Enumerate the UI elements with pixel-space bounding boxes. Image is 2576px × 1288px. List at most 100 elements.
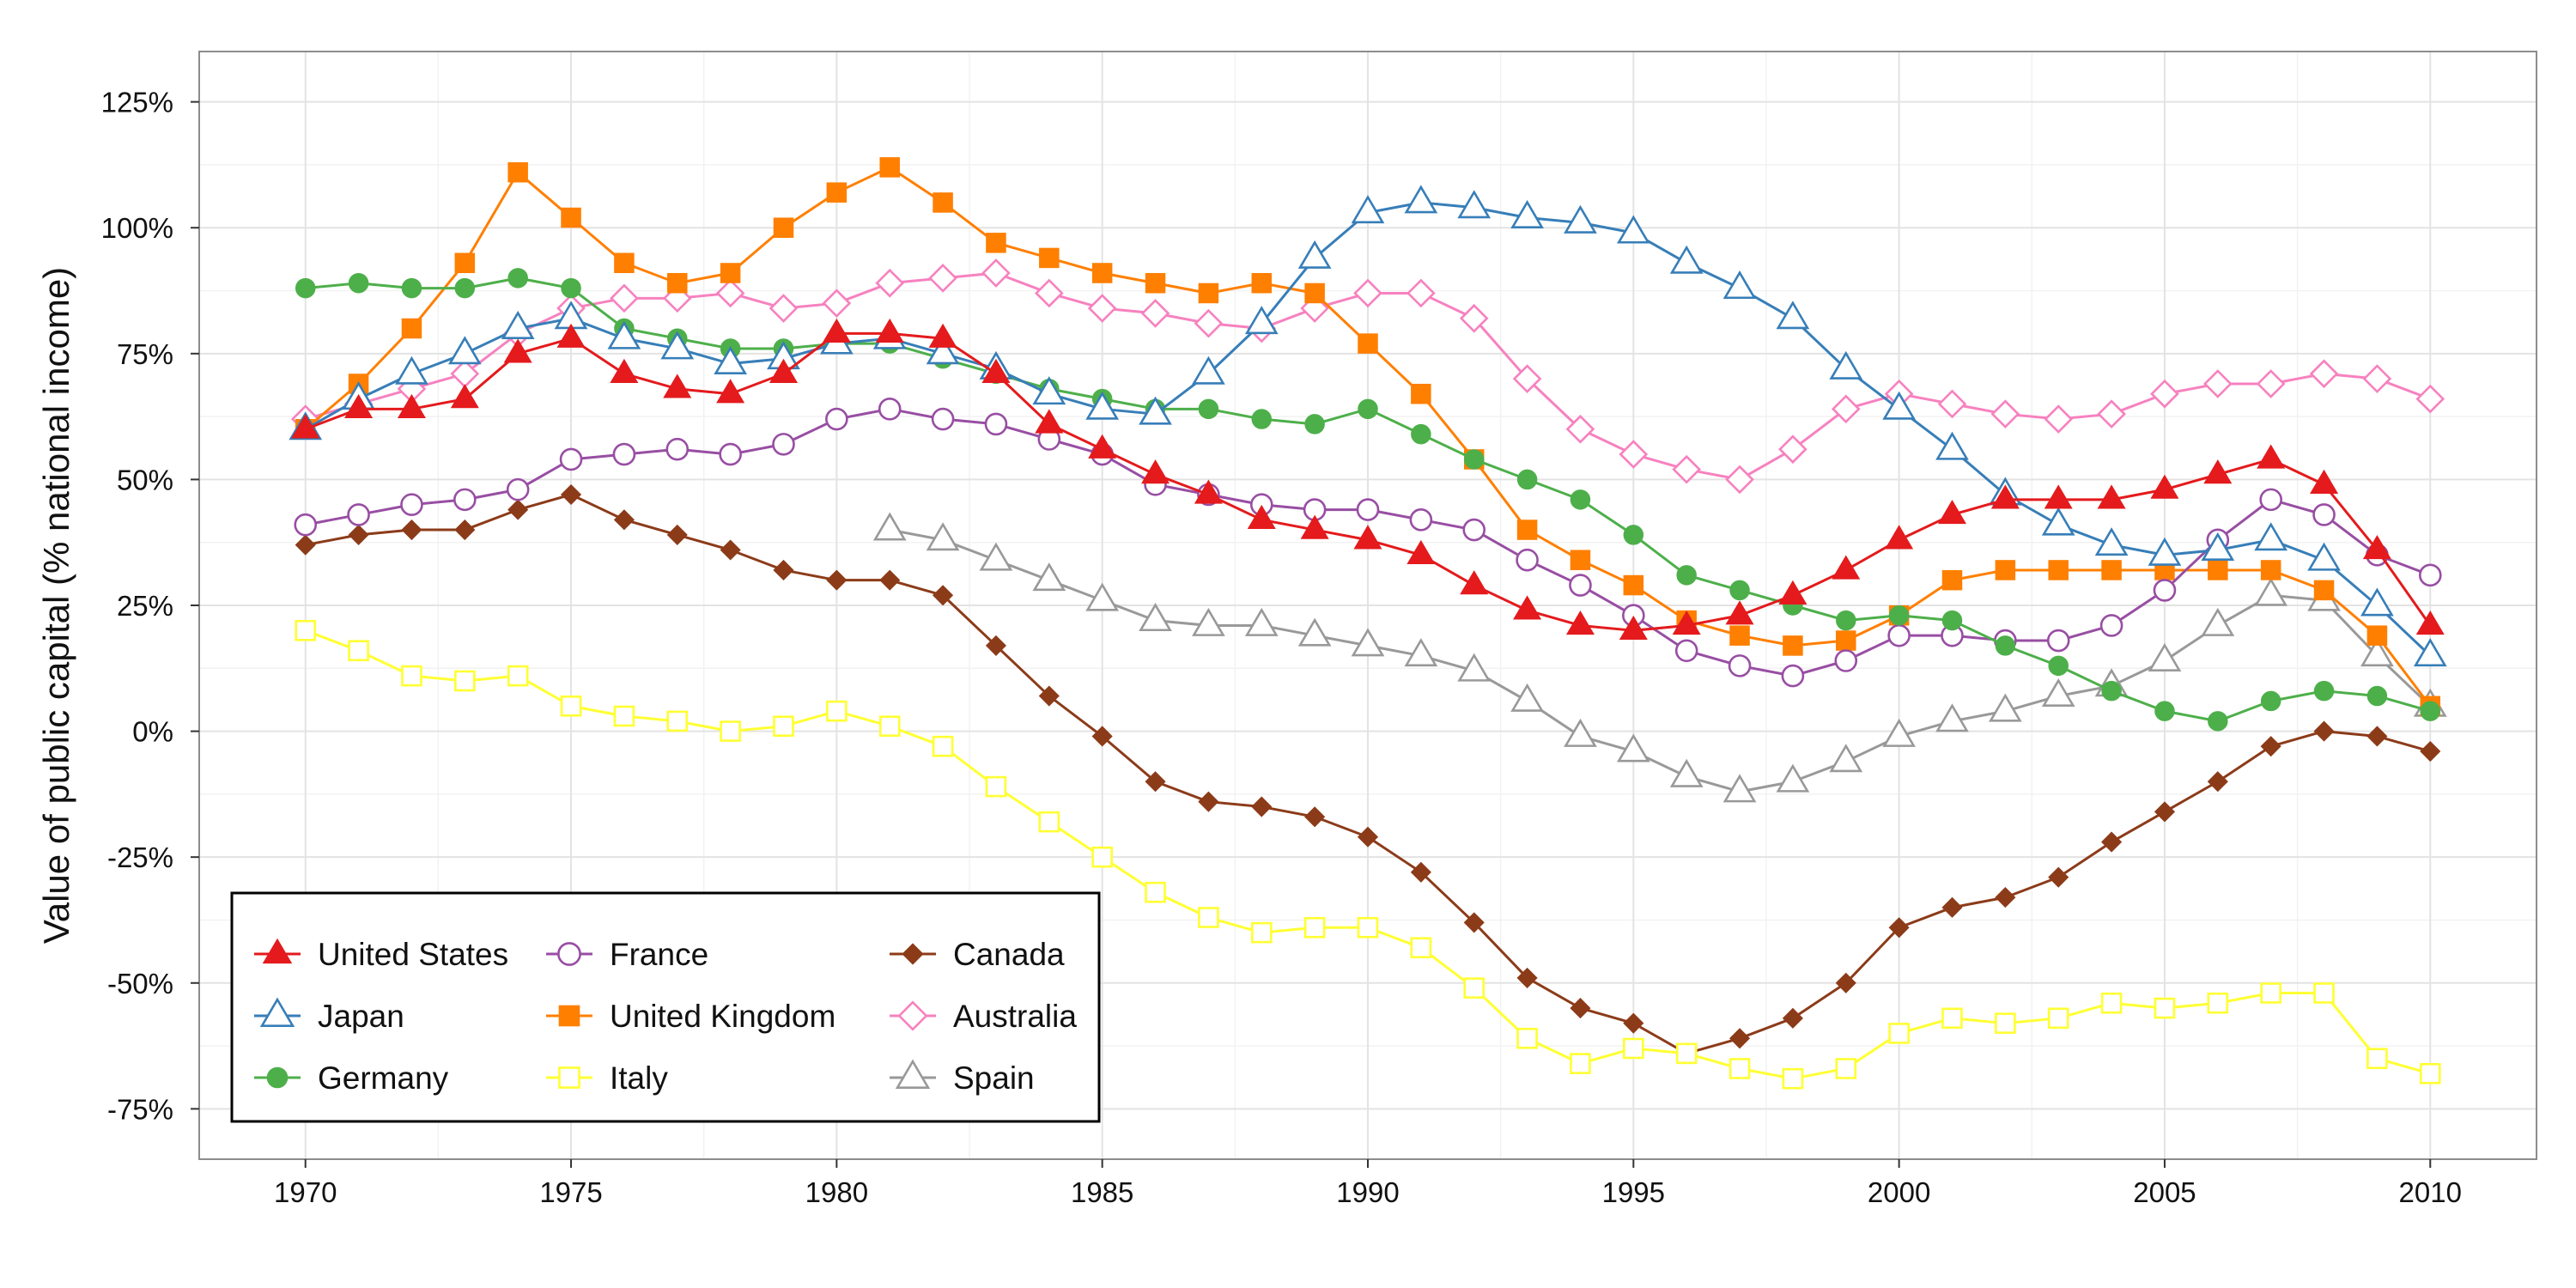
data-point-united-states: [2310, 469, 2339, 494]
data-point-japan: [1192, 355, 1225, 385]
data-point-united-kingdom: [1516, 519, 1538, 540]
data-point-france: [772, 433, 795, 456]
data-point-canada: [1888, 917, 1910, 939]
data-point-italy: [1410, 937, 1432, 959]
data-point-japan: [2413, 638, 2447, 667]
legend-box: [230, 891, 1101, 1123]
data-point-france: [719, 442, 742, 466]
data-point-japan: [1776, 301, 1810, 330]
data-point-united-kingdom: [986, 233, 1006, 253]
data-point-united-states: [981, 358, 1011, 383]
data-point-canada: [2313, 720, 2335, 742]
data-point-italy: [295, 620, 317, 641]
data-point-canada: [826, 569, 848, 591]
data-point-germany: [454, 277, 476, 299]
data-point-germany: [1198, 398, 1219, 420]
data-point-france: [984, 412, 1008, 436]
data-point-united-kingdom: [2048, 560, 2069, 580]
data-point-japan: [2148, 537, 2182, 566]
data-point-japan: [1244, 306, 1279, 335]
data-point-united-kingdom: [401, 318, 422, 339]
data-point-italy: [2154, 997, 2176, 1019]
data-point-united-kingdom: [933, 192, 953, 213]
data-point-germany: [1941, 610, 1963, 631]
data-point-united-kingdom: [773, 217, 794, 238]
data-point-italy: [1250, 921, 1273, 944]
data-point-spain: [1669, 758, 1704, 787]
legend-label-united-kingdom: United Kingdom: [610, 999, 835, 1034]
data-point-canada: [2154, 801, 2176, 823]
data-point-italy: [1516, 1027, 1538, 1049]
data-point-united-kingdom: [1729, 625, 1750, 646]
data-point-japan: [607, 320, 641, 349]
data-point-australia: [1353, 278, 1382, 308]
data-point-australia: [1512, 364, 1542, 393]
data-point-spain: [2148, 642, 2182, 671]
data-point-italy: [1728, 1058, 1751, 1079]
data-point-italy: [1835, 1058, 1857, 1079]
data-point-canada: [879, 569, 901, 591]
data-point-italy: [932, 735, 954, 757]
data-point-spain: [1882, 718, 1917, 747]
data-point-canada: [507, 499, 529, 520]
data-point-france: [1834, 649, 1858, 672]
data-point-united-states: [291, 414, 320, 439]
data-point-united-states: [2150, 474, 2179, 499]
data-point-spain: [1297, 617, 1332, 647]
data-point-united-states: [2097, 484, 2126, 509]
data-point-germany: [2260, 690, 2281, 712]
data-point-germany: [1888, 605, 1910, 626]
data-point-united-kingdom: [2101, 560, 2122, 580]
data-point-united-states: [663, 374, 692, 398]
data-point-united-kingdom: [1941, 569, 1963, 591]
data-point-spain: [1722, 774, 1757, 803]
legend-marker-australia: [897, 1000, 928, 1031]
data-point-france: [347, 503, 370, 526]
data-point-france: [1462, 518, 1486, 542]
data-point-united-states: [397, 393, 426, 418]
x-tick-label: 2000: [1868, 1176, 1930, 1208]
x-tick-label: 2005: [2133, 1176, 2196, 1208]
data-point-japan: [1935, 431, 1969, 460]
data-point-italy: [2260, 982, 2281, 1004]
x-tick-label: 1980: [805, 1176, 868, 1208]
data-point-united-states: [503, 338, 532, 363]
legend-marker-spain: [895, 1059, 931, 1090]
data-point-france: [1887, 623, 1911, 647]
data-point-france: [294, 513, 318, 537]
data-point-france: [506, 477, 530, 501]
data-point-germany: [2154, 701, 2175, 721]
data-point-italy: [720, 720, 741, 742]
data-point-united-kingdom: [507, 161, 528, 183]
data-point-germany: [2313, 680, 2335, 702]
data-point-australia: [610, 283, 639, 313]
data-point-germany: [561, 277, 581, 299]
data-point-italy: [1623, 1037, 1644, 1060]
data-point-united-states: [610, 358, 639, 383]
data-point-australia: [2044, 404, 2074, 434]
data-point-united-kingdom: [879, 157, 900, 178]
data-point-canada: [2420, 740, 2441, 762]
series-spain: [872, 512, 2447, 803]
data-point-united-states: [1885, 525, 1914, 550]
data-point-spain: [1404, 638, 1438, 667]
data-point-canada: [1091, 726, 1113, 747]
data-point-australia: [981, 258, 1011, 288]
data-point-canada: [1145, 771, 1166, 793]
axes: 1970 1975 1980 1985 1990 1995 2000 2005 2010 -75%…: [101, 87, 2462, 1208]
data-point-germany: [348, 272, 369, 294]
data-point-italy: [1303, 916, 1326, 939]
data-point-canada: [933, 585, 954, 606]
data-point-japan: [1085, 391, 1120, 420]
data-point-canada: [1038, 685, 1060, 707]
data-point-australia: [1937, 389, 1967, 419]
data-point-australia: [1087, 294, 1117, 323]
data-point-australia: [1406, 278, 1436, 308]
data-point-united-kingdom: [1304, 283, 1325, 304]
data-point-australia: [2097, 399, 2126, 429]
data-point-canada: [454, 519, 476, 541]
data-point-japan: [395, 355, 428, 385]
data-point-germany: [1623, 525, 1644, 545]
data-point-italy: [1091, 846, 1113, 868]
x-tick-label: 1975: [539, 1176, 602, 1208]
